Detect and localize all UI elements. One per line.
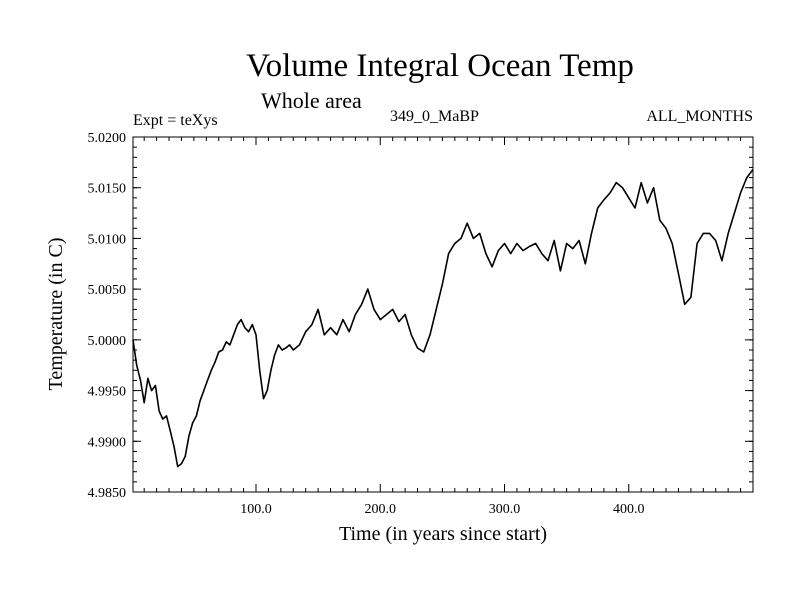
plot-frame xyxy=(132,136,754,493)
x-axis-label: Time (in years since start) xyxy=(339,523,547,545)
x-tick-label: 200.0 xyxy=(365,502,397,517)
x-tick-label: 400.0 xyxy=(613,502,645,517)
y-tick-label: 5.0100 xyxy=(88,232,127,247)
y-tick-label: 5.0050 xyxy=(88,283,127,298)
months-label: ALL_MONTHS xyxy=(646,108,753,125)
y-tick-label: 5.0150 xyxy=(88,182,127,197)
experiment-label: Expt = teXys xyxy=(133,112,218,129)
y-tick-label: 4.9900 xyxy=(88,435,127,450)
y-tick-label: 4.9850 xyxy=(88,486,127,501)
y-tick-label: 4.9950 xyxy=(88,385,127,400)
chart-subtitle: Whole area xyxy=(261,88,362,113)
tick-layer xyxy=(133,136,753,493)
y-tick-label: 5.0200 xyxy=(88,131,127,146)
tick-label-layer: 4.9850 4.9900 4.9950 5.0000 5.0050 5.0100 5.01… xyxy=(88,131,645,517)
x-tick-label: 300.0 xyxy=(489,502,521,517)
x-tick-label: 100.0 xyxy=(240,502,272,517)
chart-title: Volume Integral Ocean Temp xyxy=(246,48,634,84)
period-label: 349_0_MaBP xyxy=(390,108,479,125)
y-tick-label: 5.0000 xyxy=(88,334,127,349)
series-line xyxy=(132,169,754,468)
y-axis-label: Temperature (in C) xyxy=(45,238,67,391)
